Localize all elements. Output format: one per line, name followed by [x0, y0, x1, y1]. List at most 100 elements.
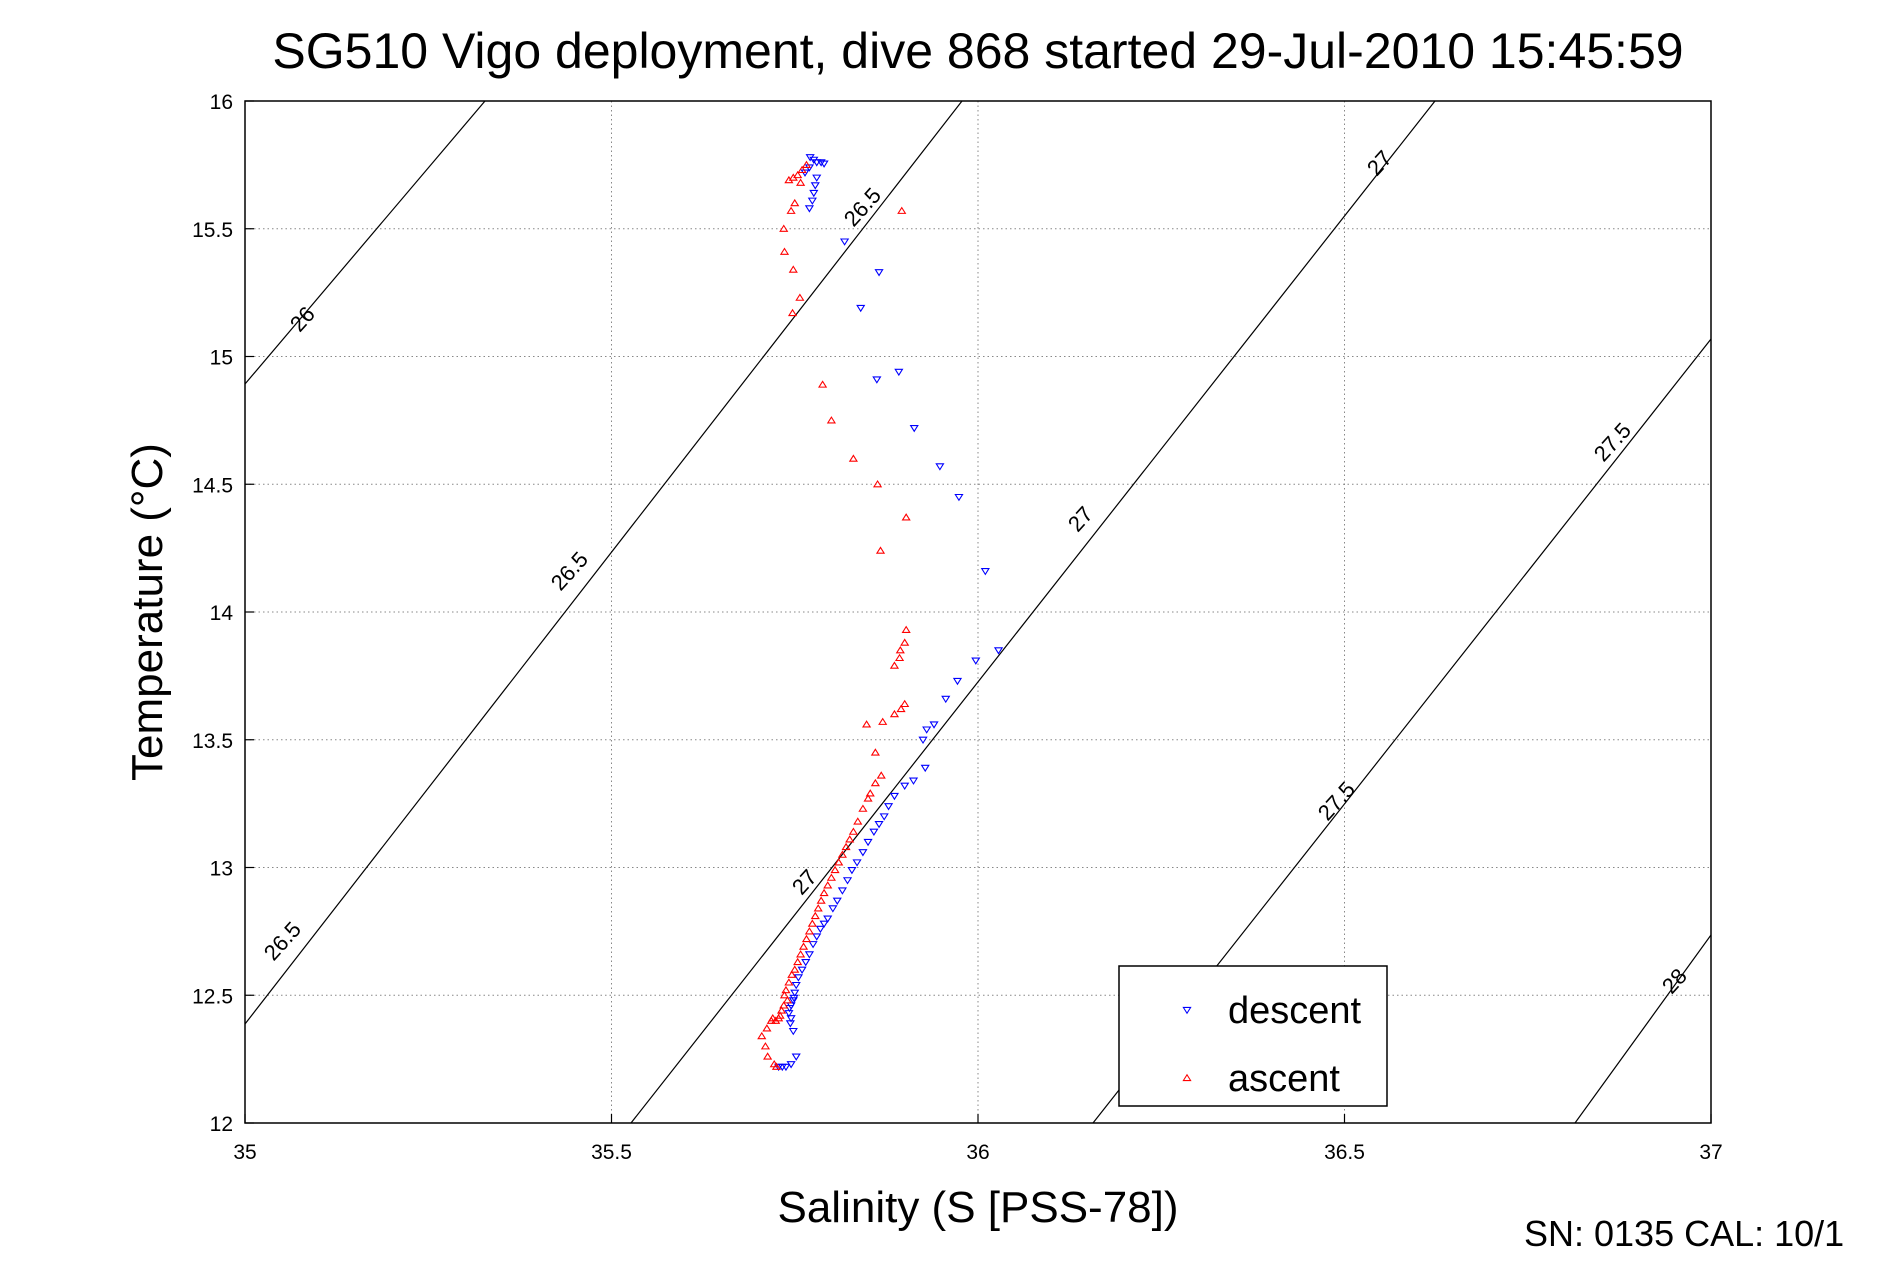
descent-point — [812, 933, 822, 941]
ascent-point — [766, 1016, 776, 1024]
ascent-point — [896, 704, 906, 713]
descent-point — [816, 159, 826, 167]
legend-label-ascent: ascent — [1228, 1058, 1340, 1100]
x-tick-label: 37 — [1699, 1141, 1722, 1164]
descent-point — [918, 736, 928, 745]
ascent-point — [786, 206, 796, 214]
ascent-point — [894, 653, 905, 662]
descent-point — [874, 269, 884, 277]
descent-point — [869, 828, 879, 837]
ascent-point — [876, 771, 886, 779]
descent-point — [828, 905, 838, 913]
y-tick-label: 15 — [210, 347, 233, 370]
ascent-point — [804, 927, 815, 935]
descent-point — [788, 997, 798, 1005]
descent-point — [980, 568, 990, 576]
isopycnal-line — [245, 101, 486, 385]
ascent-point — [895, 646, 905, 654]
descent-point — [952, 677, 963, 686]
ascent-point — [787, 970, 797, 978]
y-tick-label: 13 — [210, 858, 233, 881]
descent-point — [810, 182, 820, 190]
ascent-point — [774, 1013, 784, 1022]
legend-marker-descent — [1182, 1006, 1192, 1015]
ascent-point — [841, 842, 851, 851]
descent-point — [929, 721, 939, 729]
y-tick-label: 15.5 — [192, 219, 233, 242]
ascent-point — [779, 224, 789, 232]
descent-point — [908, 777, 919, 785]
ascent-point — [865, 789, 875, 797]
descent-point — [804, 951, 815, 959]
ascent-point — [801, 934, 812, 943]
chart-title: SG510 Vigo deployment, dive 868 started … — [272, 23, 1683, 79]
ascent-point — [801, 160, 812, 168]
descent-point — [807, 197, 817, 205]
descent-point — [856, 304, 866, 313]
x-axis-label: Salinity (S [PSS-78]) — [777, 1183, 1178, 1232]
ascent-point — [875, 546, 886, 554]
descent-point — [842, 877, 853, 885]
descent-point — [788, 1027, 798, 1036]
ascent-point — [790, 965, 800, 973]
y-tick-label: 14.5 — [192, 474, 233, 497]
ascent-point — [784, 978, 794, 986]
ascent-point — [816, 896, 826, 904]
ascent-point — [793, 957, 803, 966]
ascent-point — [901, 625, 911, 633]
ascent-point — [861, 720, 872, 728]
descent-point — [804, 205, 815, 213]
descent-point — [863, 838, 873, 847]
legend-marker-ascent — [1182, 1073, 1192, 1082]
descent-point — [935, 463, 945, 471]
descent-point — [791, 981, 801, 990]
x-tick-label: 35.5 — [591, 1141, 632, 1164]
ascent-point — [762, 1024, 772, 1032]
footer-calibration-text: SN: 0135 CAL: 10/1 — [1524, 1213, 1844, 1254]
axis-ticks: 35 35.5 36 36.5 37 12 12.5 13 13.5 14 14.5 15 15.5 16 — [192, 91, 1723, 1164]
descent-point — [793, 974, 804, 982]
descent-point — [786, 1015, 796, 1023]
descent-point — [790, 989, 800, 997]
descent-point — [894, 368, 904, 377]
ascent-point — [779, 1001, 789, 1009]
ascent-point — [781, 985, 791, 994]
isopycnal-line — [630, 101, 1436, 1123]
y-tick-label: 12.5 — [192, 985, 233, 1008]
ascent-point — [818, 380, 828, 388]
ascent-point — [848, 454, 858, 462]
descent-series — [774, 154, 1004, 1072]
ascent-point — [837, 850, 847, 858]
descent-point — [883, 803, 894, 811]
ascent-point — [782, 996, 793, 1004]
descent-point — [889, 792, 900, 801]
descent-point — [823, 915, 833, 923]
ascent-point — [848, 827, 858, 835]
ascent-point — [889, 661, 900, 669]
ascent-point — [834, 858, 844, 866]
isopycnal-line — [1574, 934, 1711, 1123]
ascent-point — [788, 265, 798, 273]
y-tick-label: 12 — [210, 1113, 233, 1136]
descent-point — [941, 695, 951, 704]
ascent-point — [830, 865, 840, 874]
ascent-series — [757, 160, 911, 1070]
descent-point — [801, 958, 811, 967]
ascent-point — [826, 873, 836, 881]
ascent-point — [795, 293, 805, 301]
ascent-point — [810, 911, 820, 920]
ascent-point — [826, 416, 836, 424]
ascent-point — [779, 990, 790, 999]
y-tick-label: 13.5 — [192, 730, 233, 753]
descent-point — [797, 966, 807, 974]
ascent-point — [900, 699, 910, 708]
legend-entries: descent ascent — [1182, 990, 1362, 1100]
descent-point — [858, 849, 868, 857]
y-tick-label: 14 — [210, 602, 234, 625]
ascent-point — [819, 888, 829, 897]
descent-point — [874, 820, 884, 829]
descent-point — [832, 897, 842, 905]
descent-point — [847, 866, 857, 875]
descent-point — [808, 941, 818, 949]
